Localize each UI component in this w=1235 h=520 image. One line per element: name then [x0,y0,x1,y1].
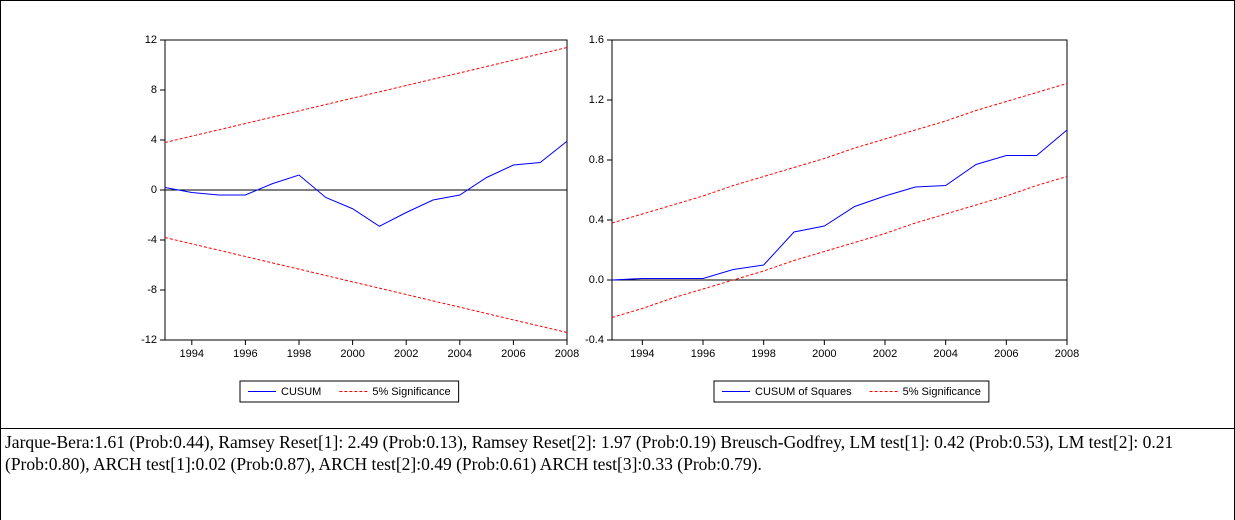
y-tick-label: 1.6 [589,34,604,46]
legend-box [239,380,460,403]
legend-box [713,380,990,403]
y-tick-label: 8 [151,84,157,96]
x-tick-label: 1996 [691,348,715,360]
x-tick-label: 2006 [501,348,525,360]
x-tick-label: 2000 [340,348,364,360]
panel-frame [0,0,1235,429]
plot-frame [611,39,1068,341]
y-tick-label: 0.8 [589,154,604,166]
series-line [611,83,1068,224]
series-line [611,129,1068,281]
series-line-lower [611,176,1068,318]
y-tick-label: -4 [147,234,157,246]
legend-label: 5% Significance [903,386,981,398]
x-tick-label: 1994 [180,348,204,360]
series-line [164,47,568,143]
y-tick-label: 4 [151,134,157,146]
x-tick-label: 2004 [933,348,957,360]
x-tick-label: 1996 [233,348,257,360]
legend-label: CUSUM [281,386,321,398]
x-tick-label: 2002 [873,348,897,360]
x-tick-label: 2000 [812,348,836,360]
legend-label: 5% Significance [372,386,450,398]
y-tick-label: 0.4 [589,214,604,226]
y-tick-label: 1.2 [589,94,604,106]
x-tick-label: 2008 [1055,348,1079,360]
x-tick-label: 1994 [630,348,654,360]
y-tick-label: 12 [145,34,157,46]
y-tick-label: 0.0 [589,274,604,286]
x-tick-label: 1998 [751,348,775,360]
legend-label: CUSUM of Squares [755,386,852,398]
series-line-lower [164,237,568,333]
x-tick-label: 2006 [994,348,1018,360]
y-tick-label: -0.4 [585,334,604,346]
chart-panel: -12 -8 -4 0 4 8 12 1994 1996 1998 2000 2002 2004 2006… [0,0,1235,429]
caption-box: Jarque-Bera:1.61 (Prob:0.44), Ramsey Res… [0,428,1235,520]
x-tick-label: 2002 [394,348,418,360]
series-line [164,140,568,227]
caption-text: Jarque-Bera:1.61 (Prob:0.44), Ramsey Res… [5,432,1174,474]
x-tick-label: 2004 [448,348,472,360]
y-tick-label: -12 [141,334,157,346]
x-tick-label: 2008 [555,348,579,360]
y-tick-label: -8 [147,284,157,296]
x-tick-label: 1998 [287,348,311,360]
y-tick-label: 0 [151,184,157,196]
